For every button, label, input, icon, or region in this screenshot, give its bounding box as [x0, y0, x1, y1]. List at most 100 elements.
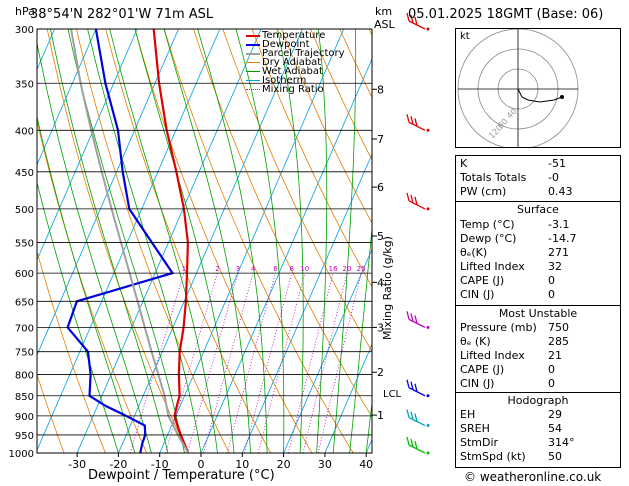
- pressure-tick-label: 550: [15, 238, 34, 249]
- wind-barb-flag: [414, 16, 418, 26]
- mixing-ratio-tick-label: 25: [357, 265, 366, 273]
- legend-parcel: Parcel Trajectory: [262, 48, 345, 59]
- hodograph-table-panel: Hodograph EH 29 SREH 54 StmDir 314° StmS…: [455, 392, 621, 468]
- pressure-tick-label: 800: [15, 370, 34, 381]
- wind-barb-flag: [406, 409, 410, 418]
- wet-adiabat-line: [365, 399, 372, 453]
- legend-isotherm: Isotherm: [262, 75, 307, 86]
- legend-swatch-dry-adiabat: [246, 62, 260, 63]
- km-tick-label: 6: [377, 181, 384, 194]
- hodo-row-value: 314°: [548, 436, 575, 449]
- wind-barb-dot: [426, 128, 430, 132]
- hodo-row-value: 29: [548, 408, 562, 421]
- pressure-tick-label: 1000: [9, 449, 34, 460]
- wind-barb-flag: [414, 196, 418, 206]
- index-k-value: -51: [548, 157, 566, 170]
- unstable-row-label: CIN (J): [460, 377, 495, 390]
- isotherm-line: [159, 29, 345, 453]
- hodograph-end-point: [560, 95, 564, 99]
- surface-row-label: Dewp (°C): [460, 232, 517, 245]
- wind-barb-flag: [410, 411, 414, 420]
- wind-barb-flag: [410, 14, 414, 24]
- temp-tick-label: -30: [68, 458, 86, 471]
- wind-barb-dot: [426, 325, 430, 329]
- surface-row-label: Lifted Index: [460, 260, 525, 273]
- mixing-ratio-tick-label: 16: [329, 265, 338, 273]
- wind-barb-flag: [410, 381, 414, 390]
- unstable-row-value: 750: [548, 321, 569, 334]
- wind-barb-flag: [406, 192, 410, 202]
- legend-swatch-dewpoint: [246, 44, 260, 46]
- km-tick-label: 4: [377, 276, 384, 289]
- hodo-row-label: EH: [460, 408, 476, 421]
- most-unstable-title: Most Unstable: [498, 307, 578, 320]
- surface-row-label: Temp (°C): [460, 218, 515, 231]
- km-tick-label: 5: [377, 230, 384, 243]
- temp-tick-label: 20: [277, 458, 291, 471]
- mixing-ratio-line: [203, 272, 254, 453]
- pressure-tick-label: 600: [15, 269, 34, 280]
- legend-temperature: Temperature: [262, 30, 326, 41]
- pressure-tick-label: 700: [15, 323, 34, 334]
- most-unstable-panel: Most Unstable Pressure (mb) 750 θₑ (K) 2…: [455, 305, 621, 393]
- surface-title: Surface: [517, 203, 559, 216]
- unstable-row-value: 0: [548, 377, 555, 390]
- hpa-label: hPa: [15, 5, 35, 18]
- index-pw-value: 0.43: [548, 185, 573, 198]
- unstable-row-value: 0: [548, 363, 555, 376]
- surface-row-value: 271: [548, 246, 569, 259]
- mixing-ratio-tick-label: 4: [251, 265, 256, 273]
- mixing-ratio-line: [287, 273, 334, 453]
- indices-panel: K -51 Totals Totals -0 PW (cm) 0.43: [455, 155, 621, 202]
- pressure-tick-label: 850: [15, 392, 34, 403]
- legend-swatch-temperature: [246, 35, 260, 37]
- legend-dry-adiabat: Dry Adiabat: [262, 57, 322, 68]
- isotherm-line: [37, 29, 138, 261]
- x-axis-label: Dewpoint / Temperature (°C): [88, 468, 275, 483]
- mixing-ratio-line: [317, 273, 362, 453]
- hodo-row-value: 54: [548, 422, 562, 435]
- dry-adiabat-line: [37, 373, 65, 453]
- surface-row-value: -14.7: [548, 232, 577, 245]
- wind-barb-flag: [406, 436, 410, 446]
- legend-swatch-mixing-ratio: [246, 89, 260, 90]
- index-k-label: K: [460, 157, 468, 170]
- isotherm-line: [117, 29, 303, 453]
- unstable-row-label: CAPE (J): [460, 363, 505, 376]
- datetime-title: 05.01.2025 18GMT (Base: 06): [408, 7, 604, 22]
- pressure-tick-label: 650: [15, 297, 34, 308]
- km-tick-label: 3: [377, 321, 384, 334]
- mixing-ratio-line: [244, 272, 293, 453]
- index-tt-label: Totals Totals: [460, 171, 527, 184]
- unstable-row-value: 285: [548, 335, 569, 348]
- index-tt-value: -0: [548, 171, 559, 184]
- km-label: km: [375, 5, 393, 18]
- mixing-ratio-tick-label: 8: [290, 265, 294, 273]
- wind-barb-flag: [414, 315, 418, 324]
- legend-wet-adiabat: Wet Adiabat: [262, 66, 323, 77]
- isotherm-line: [200, 57, 372, 453]
- isotherm-line: [37, 29, 221, 452]
- surface-row-value: 0: [548, 274, 555, 287]
- surface-row-label: CAPE (J): [460, 274, 505, 287]
- series-dewpoint: [66, 29, 175, 453]
- mixing-ratio-tick-label: 20: [343, 265, 352, 273]
- mixing-ratio-axis-label: Mixing Ratio (g/kg): [381, 236, 394, 340]
- isotherm-line: [37, 29, 97, 166]
- mixing-ratio-tick-label: 10: [300, 265, 309, 273]
- pressure-tick-label: 500: [15, 205, 34, 216]
- hodograph-table-title: Hodograph: [507, 394, 569, 407]
- pressure-tick-label: 450: [15, 168, 34, 179]
- temp-tick-label: 10: [235, 458, 249, 471]
- unstable-row-label: Lifted Index: [460, 349, 525, 362]
- temp-tick-label: 30: [318, 458, 332, 471]
- temp-tick-label: 0: [198, 458, 205, 471]
- temp-tick-label: -10: [151, 458, 169, 471]
- unstable-row-label: Pressure (mb): [460, 321, 537, 334]
- temp-tick-label: -20: [109, 458, 127, 471]
- hodograph-panel: 40 80 120 kt: [455, 28, 621, 150]
- wind-barb-dot: [426, 394, 430, 398]
- km-tick-label: 1: [377, 409, 384, 422]
- wind-barb-flag: [406, 311, 410, 320]
